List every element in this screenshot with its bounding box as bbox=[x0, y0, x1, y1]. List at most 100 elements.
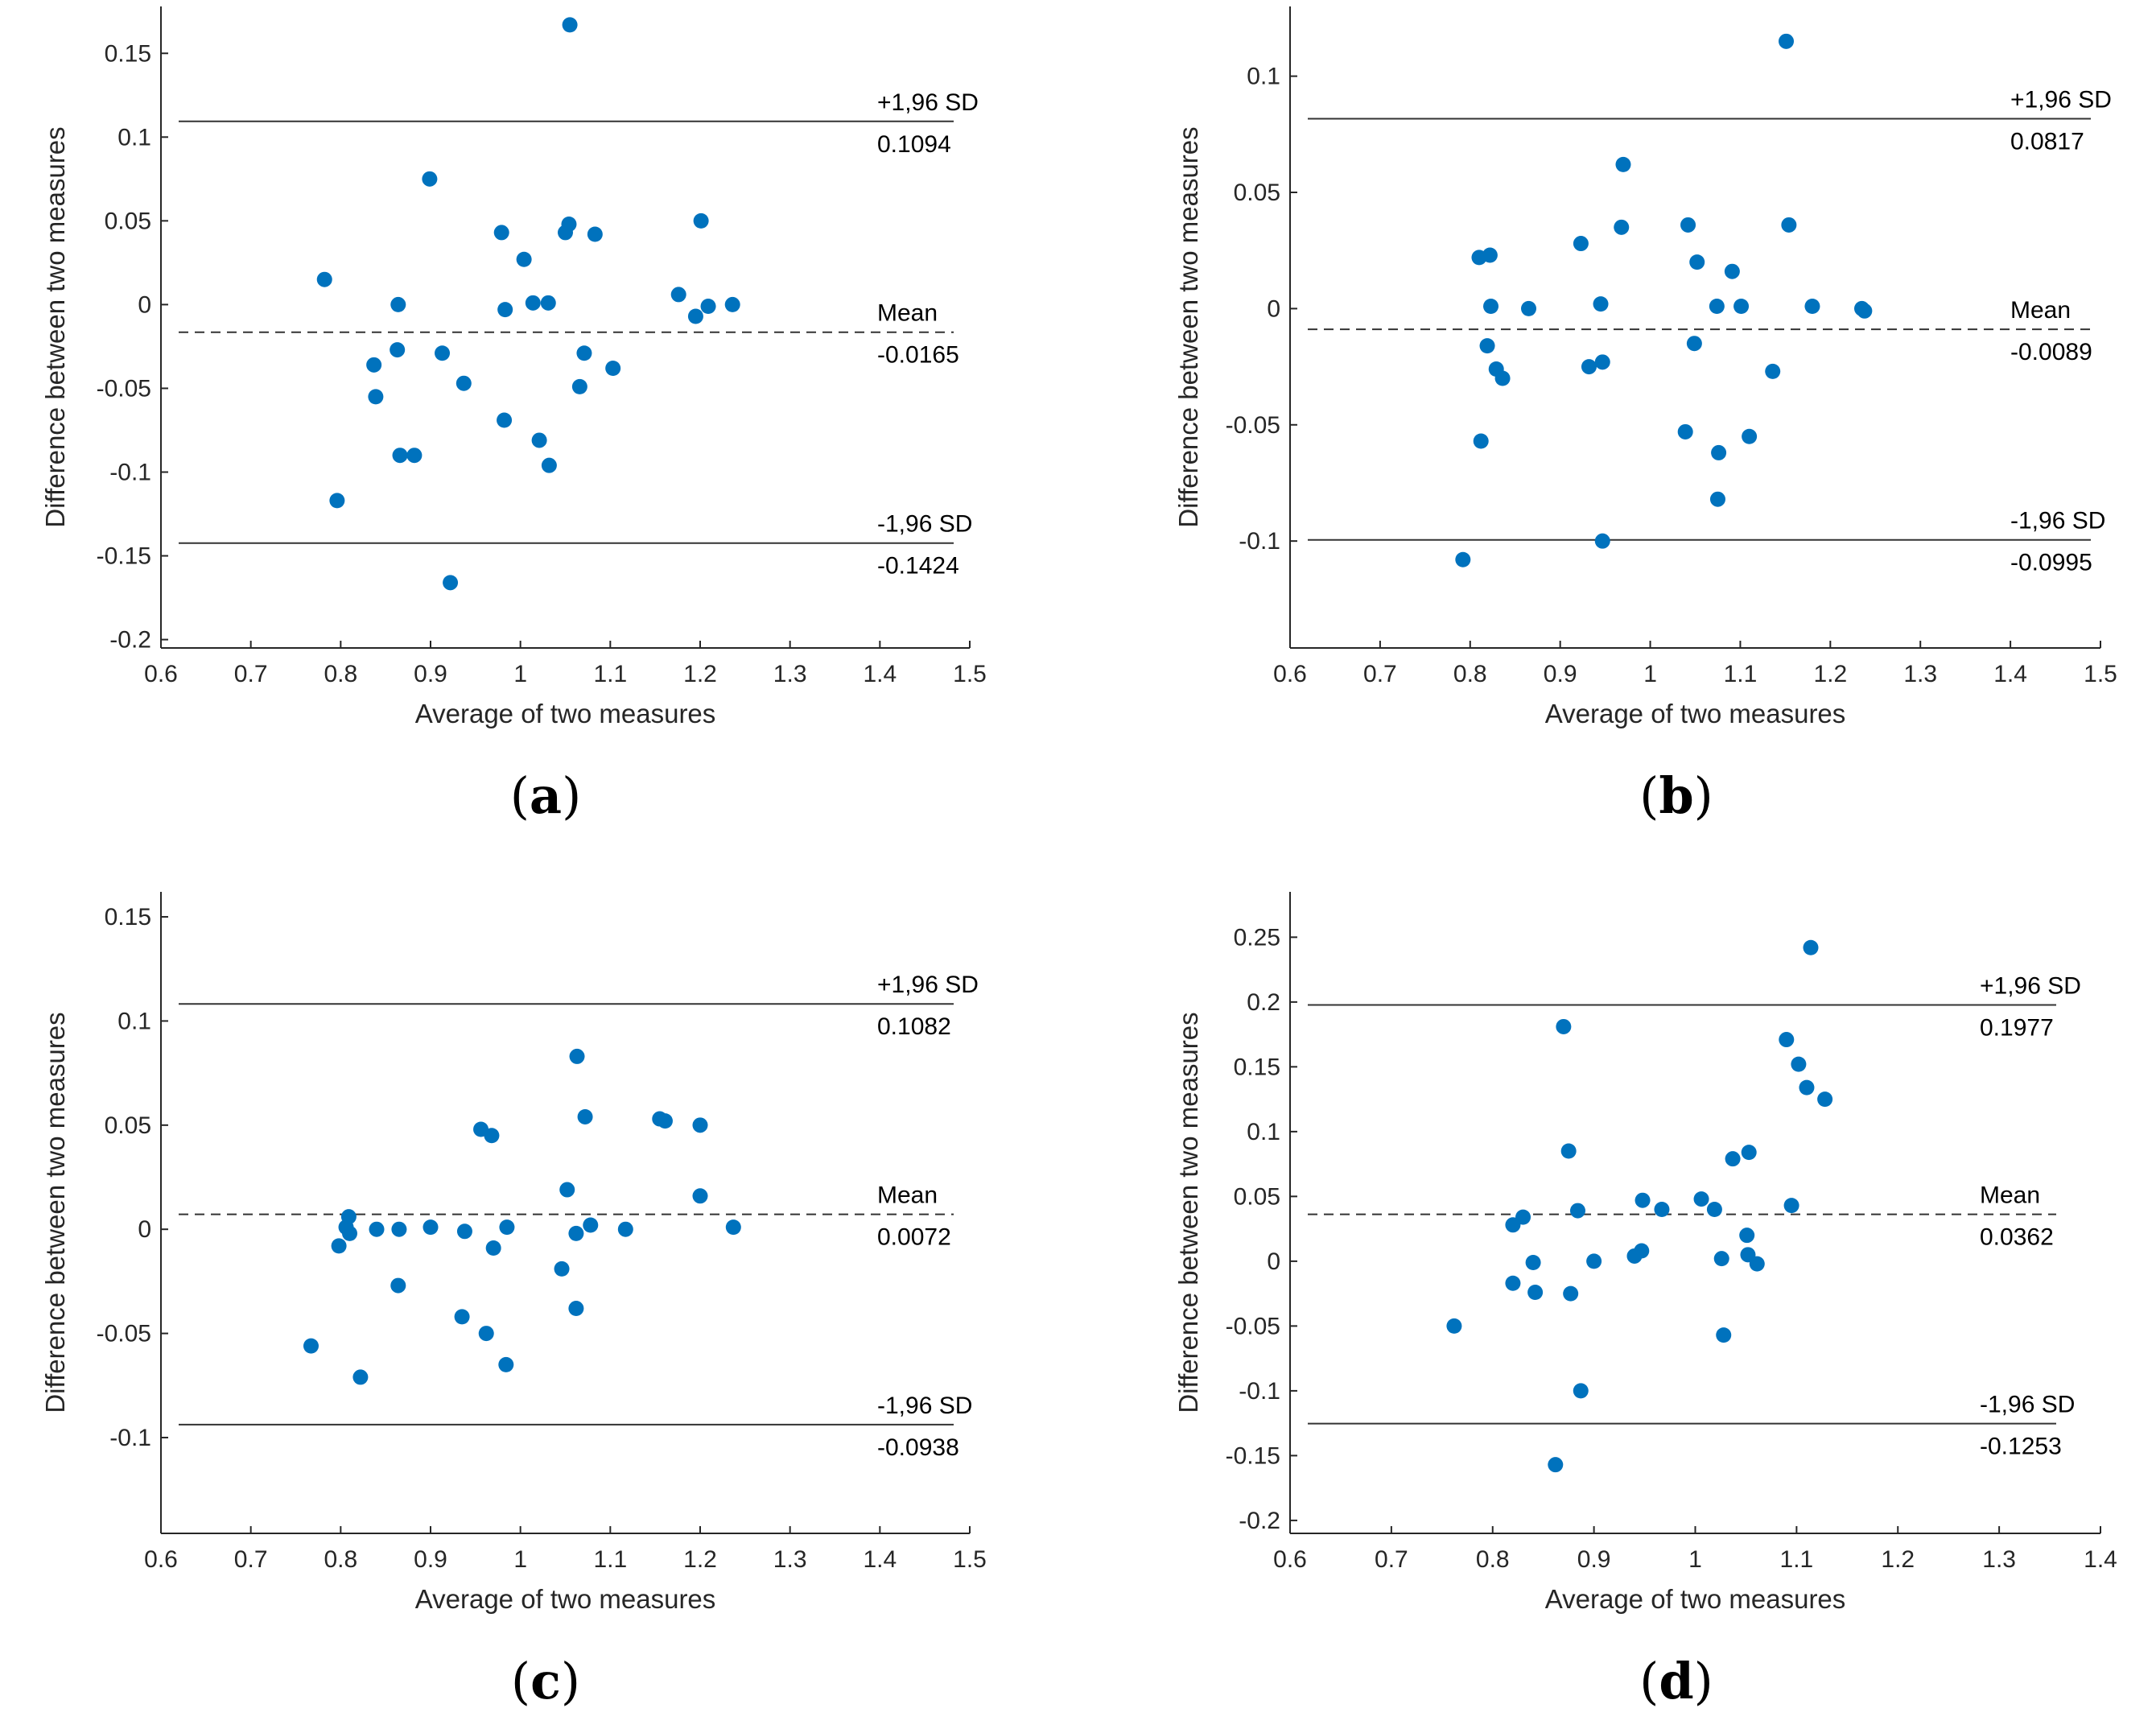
x-tick-label: 1.3 bbox=[1982, 1546, 2016, 1573]
data-point bbox=[1548, 1457, 1564, 1473]
data-point bbox=[1749, 1256, 1765, 1272]
data-point bbox=[1505, 1275, 1521, 1291]
y-tick-label: -0.1 bbox=[109, 1425, 151, 1451]
x-tick-label: 0.8 bbox=[1453, 661, 1487, 687]
y-tick-label: -0.1 bbox=[1239, 528, 1280, 555]
x-tick-label: 1.5 bbox=[953, 1546, 987, 1573]
x-tick-label: 0.9 bbox=[414, 1546, 447, 1573]
data-point bbox=[1724, 263, 1740, 279]
data-point bbox=[1709, 491, 1725, 507]
data-point bbox=[561, 217, 577, 233]
panel-label-d: (d) bbox=[1639, 1652, 1713, 1710]
x-tick-label: 1.4 bbox=[2084, 1546, 2117, 1573]
y-tick-label: -0.05 bbox=[97, 1321, 151, 1347]
data-point bbox=[562, 17, 578, 33]
data-point bbox=[391, 1221, 407, 1237]
panel-b: 0.6 0.7 0.8 0.9 1 1.1 1.2 1.3 1.4 1.5 -0.1 -0.05 0 0.… bbox=[1173, 6, 2117, 728]
x-tick-label: 1 bbox=[513, 1546, 527, 1573]
data-point bbox=[1527, 1285, 1544, 1301]
x-tick-label: 1 bbox=[1688, 1546, 1702, 1573]
y-axis-label: Difference between two measures bbox=[1173, 126, 1203, 527]
y-tick-label: -0.05 bbox=[1226, 1313, 1280, 1339]
data-point bbox=[1483, 299, 1499, 315]
lower-line-label: -1,96 SD bbox=[877, 511, 972, 538]
data-point bbox=[1709, 299, 1725, 315]
x-tick-label: 1.1 bbox=[593, 1546, 627, 1573]
data-point bbox=[390, 342, 406, 358]
mean-line-label: Mean bbox=[877, 300, 938, 327]
data-point bbox=[1560, 1143, 1577, 1159]
data-point bbox=[478, 1326, 494, 1342]
data-point bbox=[1615, 156, 1631, 172]
panel-d: 0.6 0.7 0.8 0.9 1 1.1 1.2 1.3 1.4 -0.2 -0.15 -0.1 -0… bbox=[1173, 892, 2117, 1614]
y-tick-label: -0.15 bbox=[1226, 1442, 1280, 1469]
data-point bbox=[516, 251, 532, 267]
data-point bbox=[1563, 1285, 1579, 1302]
x-tick-label: 0.7 bbox=[1363, 661, 1397, 687]
upper-line-label: +1,96 SD bbox=[877, 89, 979, 116]
lower-line-value: -0.0938 bbox=[877, 1434, 959, 1461]
x-tick-label: 1.1 bbox=[1724, 661, 1758, 687]
x-tick-label: 1.1 bbox=[593, 661, 627, 687]
x-tick-label: 1.3 bbox=[1903, 661, 1937, 687]
data-point bbox=[583, 1217, 599, 1233]
data-point bbox=[422, 171, 438, 187]
data-point bbox=[423, 1219, 439, 1236]
data-point bbox=[1573, 1383, 1589, 1399]
y-tick-label: 0.15 bbox=[1234, 1054, 1280, 1080]
data-point bbox=[1791, 1056, 1807, 1072]
data-point bbox=[1556, 1018, 1572, 1034]
y-tick-label: 0 bbox=[138, 1216, 151, 1243]
x-tick-label: 1 bbox=[513, 661, 527, 687]
data-point bbox=[499, 1219, 515, 1236]
data-point bbox=[1594, 533, 1610, 549]
x-tick-label: 0.8 bbox=[324, 661, 357, 687]
mean-line-label: Mean bbox=[2010, 297, 2071, 324]
x-tick-label: 1.3 bbox=[773, 1546, 807, 1573]
y-tick-label: -0.2 bbox=[1239, 1508, 1280, 1534]
data-point bbox=[559, 1182, 575, 1198]
data-point bbox=[1689, 254, 1705, 270]
data-point bbox=[657, 1113, 673, 1129]
y-tick-label: 0 bbox=[1267, 295, 1280, 322]
data-point bbox=[605, 360, 621, 376]
lower-line-label: -1,96 SD bbox=[1980, 1392, 2075, 1418]
data-point bbox=[390, 296, 406, 312]
data-point bbox=[456, 1223, 472, 1240]
x-tick-label: 1.3 bbox=[773, 661, 807, 687]
data-point bbox=[1742, 428, 1758, 444]
panel-label-c: (c) bbox=[511, 1652, 580, 1710]
data-point bbox=[316, 271, 332, 287]
x-tick-label: 0.9 bbox=[414, 661, 447, 687]
data-point bbox=[568, 1301, 584, 1317]
y-tick-label: -0.05 bbox=[97, 375, 151, 402]
y-tick-label: 0.1 bbox=[1247, 1119, 1280, 1145]
y-tick-label: 0.2 bbox=[1247, 989, 1280, 1016]
data-point bbox=[692, 1188, 708, 1204]
data-point bbox=[577, 1108, 593, 1124]
upper-line-value: 0.0817 bbox=[2010, 128, 2084, 155]
data-point bbox=[1706, 1201, 1722, 1217]
x-tick-label: 1.2 bbox=[683, 661, 717, 687]
y-tick-label: -0.15 bbox=[97, 543, 151, 570]
x-tick-label: 0.6 bbox=[144, 661, 178, 687]
lower-line-label: -1,96 SD bbox=[2010, 508, 2105, 534]
data-point bbox=[1581, 359, 1597, 375]
data-point bbox=[485, 1240, 501, 1256]
data-point bbox=[497, 302, 513, 318]
data-point bbox=[435, 345, 451, 361]
data-point bbox=[571, 378, 587, 394]
data-point bbox=[1594, 354, 1610, 370]
data-point bbox=[1713, 1251, 1729, 1267]
data-point bbox=[369, 1221, 385, 1237]
x-tick-label: 1.2 bbox=[683, 1546, 717, 1573]
y-tick-label: 0.1 bbox=[117, 124, 151, 151]
x-axis-label: Average of two measures bbox=[415, 1584, 716, 1614]
x-tick-label: 0.8 bbox=[324, 1546, 357, 1573]
mean-line-value: 0.0072 bbox=[877, 1224, 951, 1251]
data-point bbox=[1677, 423, 1693, 439]
lower-line-value: -0.1424 bbox=[877, 553, 959, 580]
panel-a: 0.6 0.7 0.8 0.9 1 1.1 1.2 1.3 1.4 1.5 -0.2 -0.15 -0.… bbox=[40, 6, 987, 728]
data-point bbox=[568, 1225, 584, 1241]
data-point bbox=[1634, 1243, 1650, 1259]
